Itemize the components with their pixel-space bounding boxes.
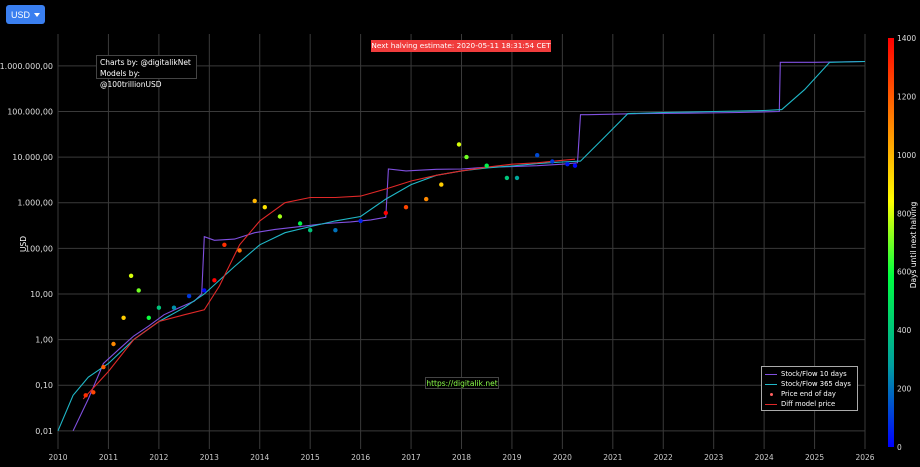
legend-swatch-sf10 (765, 373, 777, 375)
legend-swatch-price (765, 392, 777, 396)
legend-label-sf10: Stock/Flow 10 days (781, 370, 847, 378)
price-point (202, 288, 207, 293)
y-tick-label: 100.000,00 (7, 108, 53, 117)
price-point (308, 228, 313, 233)
currency-select-button[interactable]: USD (6, 5, 45, 24)
price-point (333, 228, 338, 233)
legend-item-sf10[interactable]: Stock/Flow 10 days (765, 369, 854, 379)
colorbar-tick-label: 1200 (897, 92, 916, 101)
y-tick-label: 10,00 (30, 290, 53, 299)
axes-labels: 2010 2011 2012 2013 2014 2015 2016 2017 2018 2019… (0, 62, 875, 462)
x-tick-label: 2021 (603, 453, 622, 462)
price-point (572, 163, 578, 168)
colorbar-gradient (888, 38, 894, 447)
y-tick-label: 1.000,00 (17, 199, 53, 208)
chevron-down-icon (34, 12, 40, 17)
credits-models: Models by: @100trillionUSD (100, 69, 162, 89)
price-point (403, 205, 409, 210)
x-tick-label: 2013 (200, 453, 219, 462)
colorbar-title: Days until next halving (909, 201, 918, 288)
legend-item-sf365[interactable]: Stock/Flow 365 days (765, 379, 854, 389)
x-tick-label: 2020 (553, 453, 572, 462)
legend-label-sf365: Stock/Flow 365 days (781, 380, 851, 388)
price-point (237, 248, 242, 253)
price-point (128, 273, 134, 278)
price-point (146, 315, 151, 320)
price-point (91, 390, 96, 395)
price-point (464, 154, 469, 160)
y-tick-label: 100,00 (25, 244, 53, 253)
colorbar-tick-label: 200 (897, 385, 912, 394)
x-tick-label: 2016 (351, 453, 370, 462)
price-point (101, 364, 106, 370)
credits-charts: Charts by: @digitalikNet (100, 58, 191, 67)
y-tick-label: 1,00 (35, 336, 53, 345)
x-tick-label: 2010 (48, 453, 67, 462)
price-point (565, 162, 570, 167)
watermark-link[interactable]: https://digitalik.net (425, 377, 499, 389)
price-point (358, 218, 363, 224)
x-tick-label: 2022 (654, 453, 673, 462)
x-tick-label: 2012 (149, 453, 168, 462)
price-point (504, 175, 510, 181)
price-point (535, 153, 540, 158)
colorbar-tick-label: 0 (897, 443, 902, 452)
price-point (514, 175, 520, 181)
y-axis-label: USD (19, 236, 28, 252)
price-point (456, 142, 462, 147)
series-layer (57, 60, 866, 432)
currency-select-label: USD (10, 9, 30, 20)
price-point (383, 210, 388, 216)
x-tick-label: 2023 (704, 453, 723, 462)
legend-swatch-sf365 (765, 383, 777, 385)
x-tick-label: 2014 (250, 453, 269, 462)
series-line-stock-flow-365-days (57, 60, 866, 432)
price-point (171, 305, 177, 310)
legend-label-diff: Diff model price (781, 400, 836, 408)
x-tick-label: 2024 (755, 453, 774, 462)
price-point (439, 182, 444, 187)
legend-label-price: Price end of day (781, 390, 836, 398)
legend: Stock/Flow 10 days Stock/Flow 365 days P… (761, 366, 858, 411)
price-point (136, 288, 141, 293)
colorbar-tick-label: 600 (897, 268, 912, 277)
price-point (262, 205, 267, 210)
x-tick-label: 2018 (452, 453, 471, 462)
colorbar-tick-label: 1400 (897, 34, 916, 43)
price-point (212, 278, 217, 283)
y-tick-label: 0,10 (35, 381, 53, 390)
colorbar-tick-label: 400 (897, 326, 912, 335)
price-point (186, 293, 192, 299)
x-tick-label: 2011 (99, 453, 118, 462)
legend-item-diff[interactable]: Diff model price (765, 399, 854, 409)
price-point (111, 341, 116, 347)
price-point (297, 221, 303, 226)
x-tick-label: 2019 (502, 453, 521, 462)
price-point (277, 214, 283, 219)
price-point (424, 196, 429, 202)
colorbar-tick-label: 800 (897, 209, 912, 218)
halving-estimate-banner: Next halving estimate: 2020-05-11 18:31:… (371, 40, 551, 52)
colorbar: 0 200 400 600 800 1000 1200 1400 (888, 34, 916, 452)
colorbar-tick-label: 1000 (897, 151, 916, 160)
series-line-diff-model-price (82, 158, 576, 400)
x-tick-label: 2017 (402, 453, 421, 462)
x-tick-label: 2025 (805, 453, 824, 462)
price-point (550, 159, 555, 164)
y-tick-label: 1.000.000,00 (0, 62, 53, 71)
series-line-stock-flow-10-days (72, 60, 866, 432)
price-point (252, 198, 257, 204)
y-tick-label: 0,01 (35, 427, 53, 436)
legend-item-price[interactable]: Price end of day (765, 389, 854, 399)
price-point (121, 315, 126, 320)
price-point (484, 163, 489, 168)
y-tick-label: 10.000,00 (12, 153, 53, 162)
price-point (156, 305, 162, 310)
price-point (83, 393, 88, 398)
x-tick-label: 2015 (301, 453, 320, 462)
x-tick-label: 2026 (855, 453, 874, 462)
legend-swatch-diff (765, 403, 777, 405)
price-point (222, 242, 227, 247)
credits-box: Charts by: @digitalikNet Models by: @100… (96, 55, 197, 89)
